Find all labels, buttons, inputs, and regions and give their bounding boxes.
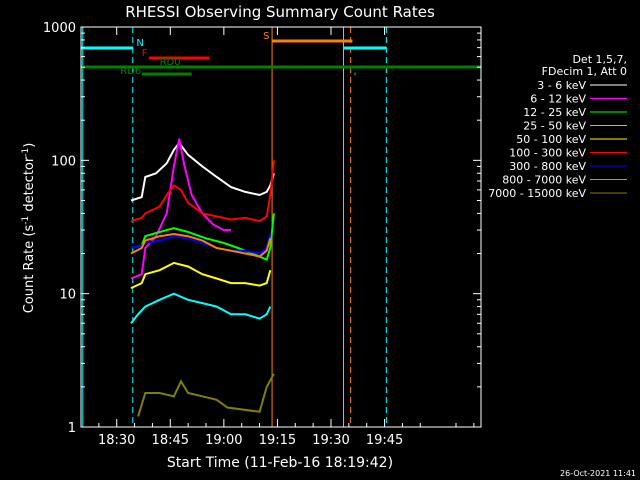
y-axis-label: Count Rate (s-1 detector-1) (21, 143, 37, 314)
series-line (130, 138, 231, 280)
x-tick-label: 19:15 (259, 433, 296, 448)
y-tick-label: 100 (51, 154, 76, 169)
legend-entry-label: 3 - 6 keV (537, 79, 586, 92)
x-tick-label: 19:45 (366, 433, 403, 448)
state-bar-label: N (136, 38, 143, 49)
legend-entry-label: 100 - 300 keV (509, 147, 586, 160)
chart-title: RHESSI Observing Summary Count Rates (125, 3, 435, 21)
y-label-sup: -1 (21, 148, 31, 157)
legend-entry-label: 800 - 7000 keV (502, 174, 586, 187)
y-tick-label: 1 (68, 421, 76, 436)
state-bar-label: F (142, 48, 148, 59)
series-line (130, 213, 275, 261)
legend-header: FDecim 1, Att 0 (542, 65, 627, 78)
series-line (137, 373, 275, 417)
series-line (130, 292, 272, 324)
footer-date: 26-Oct-2021 11:41 (560, 469, 636, 478)
legend-entry-label: 7000 - 15000 keV (488, 187, 586, 200)
legend-entry-label: 300 - 800 keV (509, 160, 586, 173)
y-label-part: ) (22, 143, 37, 148)
x-tick-label: 19:00 (205, 433, 242, 448)
legend-entry-label: 12 - 25 keV (523, 106, 586, 119)
series-line (130, 232, 272, 258)
plot-frame (80, 26, 482, 428)
series-line (130, 160, 275, 223)
legend-header: Det 1,5,7, (572, 53, 627, 66)
legend-entry-label: 25 - 50 keV (523, 120, 586, 133)
y-label-part: Count Rate (s (22, 225, 37, 314)
legend-entry-label: 50 - 100 keV (516, 133, 586, 146)
series-line (130, 233, 272, 255)
y-tick-label: 1000 (43, 21, 76, 36)
y-label-part: detector (22, 156, 37, 216)
x-axis-label: Start Time (11-Feb-16 18:19:42) (167, 455, 393, 471)
vertical-markers (82, 27, 387, 427)
x-tick-label: 18:45 (152, 433, 189, 448)
x-tick-label: 19:30 (312, 433, 349, 448)
state-bar-label: RD6 (120, 66, 141, 77)
x-axis-ticks: 18:30 18:45 19:00 19:15 19:30 19:45 (80, 27, 475, 448)
y-tick-label: 10 (59, 288, 76, 303)
legend-entry-label: 6 - 12 keV (530, 93, 586, 106)
data-series (130, 138, 275, 417)
state-bars: N S F RD0 RD6 (81, 31, 481, 77)
series-line (130, 141, 275, 202)
y-label-sup: -1 (21, 216, 31, 225)
series-line (130, 261, 272, 290)
x-tick-label: 18:30 (98, 433, 135, 448)
state-bar-label: S (263, 31, 269, 42)
y-axis-ticks: 1 10 100 1000 (43, 21, 481, 436)
state-bar-label: RD0 (160, 57, 181, 68)
